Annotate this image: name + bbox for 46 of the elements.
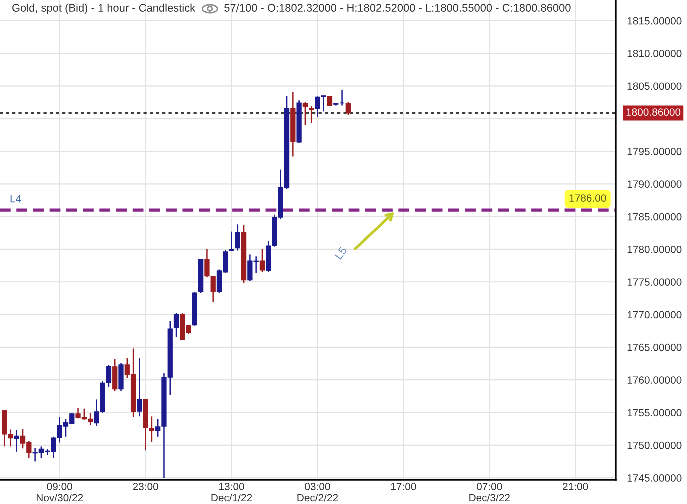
annotation: 1786.00 — [570, 194, 606, 202]
y-tick-label: 1760.00000 — [628, 376, 682, 384]
chart-title: Gold, spot (Bid) - 1 hour - Candlestick — [12, 4, 196, 14]
y-tick-label: 1755.00000 — [628, 409, 682, 417]
candlestick — [137, 358, 142, 418]
y-tick-label: 1805.00000 — [628, 82, 682, 90]
y-tick-label: 1770.00000 — [628, 311, 682, 319]
candlestick — [14, 430, 20, 453]
x-tick-label: 17:00 — [391, 483, 416, 490]
candlestick — [106, 364, 112, 388]
candlestick — [8, 429, 14, 448]
y-tick-label: 1765.00000 — [628, 344, 682, 352]
candlestick — [327, 95, 333, 108]
y-tick-label: 1815.00000 — [628, 17, 682, 25]
candlestick — [2, 409, 8, 448]
candlestick — [149, 416, 155, 443]
candlestick — [210, 276, 216, 303]
candlestick — [315, 96, 320, 118]
candlestick — [112, 358, 118, 392]
annotation: L5 — [334, 246, 348, 260]
y-tick-label: 1775.00000 — [628, 278, 682, 286]
y-tick-label: 1785.00000 — [628, 213, 682, 221]
y-tick-label: 1745.00000 — [628, 474, 682, 482]
ref-line-label: L4 — [10, 195, 22, 203]
y-tick-label: 1780.00000 — [628, 246, 682, 254]
candlestick — [229, 231, 234, 252]
candlestick — [309, 106, 314, 124]
x-tick-label: 21:00 — [563, 483, 588, 490]
chart-subtitle: 57/100 - O:1802.32000 - H:1802.52000 - L:1800.55000 - C:1800.86000 — [224, 4, 571, 12]
x-tick-label: 09:00 Nov/30/22 — [36, 483, 84, 502]
candlestick — [321, 95, 326, 112]
candlestick — [346, 102, 351, 116]
y-tick-label: 1750.00000 — [628, 442, 682, 450]
y-tick-label: 1790.00000 — [628, 180, 682, 188]
x-tick-label: 13:00 Dec/1/22 — [212, 483, 252, 502]
candlestick — [260, 248, 266, 273]
candlestick — [302, 102, 308, 126]
ref-line-label: 1800.86000 — [626, 108, 681, 116]
y-tick-label: 1810.00000 — [628, 50, 682, 58]
candlestick — [204, 248, 210, 278]
x-tick-label: 03:00 Dec/2/22 — [298, 483, 338, 502]
y-tick-label: 1795.00000 — [628, 148, 682, 156]
x-tick-label: 07:00 Dec/3/22 — [470, 483, 510, 502]
candlestick — [235, 224, 240, 252]
candlestick — [174, 312, 180, 338]
x-tick-label: 23:00 — [133, 483, 158, 490]
